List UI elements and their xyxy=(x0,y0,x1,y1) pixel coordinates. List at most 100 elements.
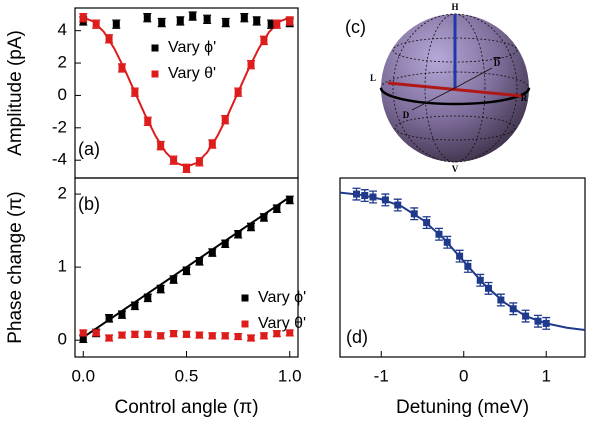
point xyxy=(234,88,242,96)
y-tick-label: 2 xyxy=(58,53,67,72)
y-tick-label: 1 xyxy=(58,257,67,276)
point xyxy=(221,240,229,248)
point xyxy=(131,330,139,338)
point xyxy=(260,332,268,340)
point xyxy=(435,230,443,238)
point xyxy=(195,257,203,265)
point xyxy=(497,296,505,304)
point xyxy=(144,117,152,125)
point xyxy=(221,332,229,340)
point xyxy=(92,329,100,337)
point xyxy=(208,140,216,148)
label-l: L xyxy=(370,73,376,83)
point xyxy=(144,294,152,302)
point xyxy=(221,116,229,124)
x-tick-label: 0.5 xyxy=(175,366,199,385)
point xyxy=(247,334,255,342)
legend-label: Vary θ' xyxy=(168,65,216,82)
plot-frame xyxy=(74,7,299,179)
point xyxy=(222,19,230,27)
point xyxy=(79,14,87,22)
x-tick-label: 0.0 xyxy=(71,366,95,385)
bloch-sphere: H V L R D D (c) xyxy=(345,2,531,174)
label-v: V xyxy=(452,164,459,174)
point xyxy=(158,19,166,27)
point xyxy=(522,312,530,320)
label-h: H xyxy=(451,2,458,12)
point xyxy=(118,64,126,72)
point xyxy=(157,332,165,340)
y-tick-label: -4 xyxy=(52,150,67,169)
point xyxy=(208,249,216,257)
point xyxy=(189,12,197,20)
point xyxy=(195,158,203,166)
point xyxy=(118,331,126,339)
point xyxy=(286,17,294,25)
legend-label: Vary ϕ' xyxy=(168,39,216,56)
point xyxy=(260,213,268,221)
meridian xyxy=(424,13,486,163)
point xyxy=(273,205,281,213)
point xyxy=(509,305,517,313)
point xyxy=(394,201,402,209)
point xyxy=(143,14,151,22)
point xyxy=(260,36,268,44)
label-r: R xyxy=(521,93,528,103)
y-tick-label: 2 xyxy=(58,184,67,203)
x-tick-label: 1 xyxy=(541,366,550,385)
point xyxy=(157,142,165,150)
y-tick-label: 0 xyxy=(58,85,67,104)
d-axis xyxy=(411,87,456,111)
point xyxy=(112,20,120,28)
point xyxy=(410,210,418,218)
r-axis xyxy=(387,81,523,98)
point xyxy=(240,14,248,22)
point xyxy=(234,333,242,341)
x-tick-label: 0 xyxy=(459,366,468,385)
point xyxy=(203,15,211,23)
point xyxy=(542,319,550,327)
point xyxy=(208,332,216,340)
legend-label: Vary θ' xyxy=(258,315,306,332)
point xyxy=(183,164,190,172)
point xyxy=(361,192,369,200)
y-axis-label: Phase change (π) xyxy=(5,191,26,344)
point xyxy=(476,276,484,284)
point xyxy=(234,230,242,238)
point xyxy=(157,285,165,293)
y-tick-label: -2 xyxy=(52,117,67,136)
point xyxy=(105,314,113,322)
point xyxy=(464,262,472,270)
panel-label: (c) xyxy=(345,17,366,37)
x-axis-label: Control angle (π) xyxy=(114,397,258,418)
panel-label: (b) xyxy=(78,194,100,214)
point xyxy=(273,20,281,28)
dbar-axis xyxy=(454,67,493,89)
point xyxy=(253,17,261,25)
point xyxy=(183,330,190,338)
plot-frame xyxy=(339,177,586,358)
point xyxy=(195,331,203,339)
point xyxy=(79,335,87,343)
point xyxy=(170,330,178,338)
x-tick-label: 1.0 xyxy=(278,366,302,385)
point xyxy=(176,17,184,25)
point xyxy=(456,252,464,260)
point xyxy=(286,196,294,204)
point xyxy=(105,35,113,43)
fit-line xyxy=(339,191,586,331)
legend-label: Vary ϕ' xyxy=(258,289,306,306)
point xyxy=(286,329,294,337)
point xyxy=(534,317,542,325)
point xyxy=(131,88,139,96)
label-dbar: D xyxy=(494,58,501,68)
point xyxy=(170,156,178,164)
point xyxy=(105,334,113,342)
legend-swatch xyxy=(151,44,159,52)
point xyxy=(247,223,255,231)
y-axis-label: Amplitude (pA) xyxy=(5,30,26,156)
point xyxy=(144,330,152,338)
point xyxy=(183,267,190,275)
point xyxy=(79,329,87,337)
